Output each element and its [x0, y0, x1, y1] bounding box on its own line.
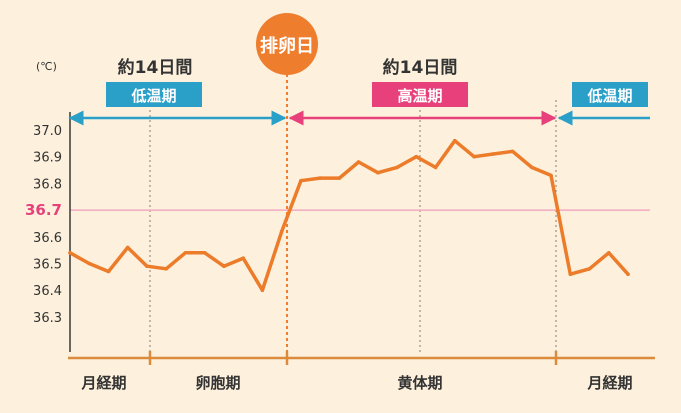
y-tick-label: 36.3: [33, 311, 62, 326]
y-tick-label: 36.9: [33, 151, 62, 166]
data-point: [241, 256, 245, 261]
data-point: [222, 264, 226, 269]
x-axis-phases: 月経期 卵胞期 黄体期 月経期: [68, 351, 655, 392]
phase-label-follicular: 卵胞期: [195, 374, 240, 392]
period-label-high: 高温期: [397, 87, 442, 105]
data-point: [318, 176, 322, 180]
period-duration-low: 約14日間: [118, 57, 193, 78]
phase-label-luteal: 黄体期: [397, 374, 442, 392]
data-point: [183, 251, 188, 255]
y-axis: 37.0 36.9 36.8 36.7 36.6 36.5 36.4 36.3: [25, 112, 71, 352]
period-badge-high: [372, 82, 468, 107]
data-point: [279, 229, 284, 234]
data-point: [376, 170, 380, 175]
data-point: [433, 165, 438, 170]
data-point: [106, 269, 111, 274]
data-point: [607, 251, 611, 255]
data-point: [510, 149, 515, 154]
data-point: [337, 176, 342, 180]
data-point: [356, 160, 361, 164]
phase-label-menstrual-2: 月経期: [586, 374, 632, 392]
temperature-line: [68, 138, 630, 292]
data-point: [530, 165, 534, 170]
data-point: [568, 272, 573, 277]
data-point: [549, 173, 553, 178]
y-tick-label: 36.7: [25, 201, 62, 219]
data-point: [202, 251, 207, 255]
y-tick-label: 36.5: [33, 258, 62, 273]
data-point: [414, 154, 419, 159]
phase-label-menstrual-1: 月経期: [80, 374, 126, 392]
data-point: [164, 267, 168, 271]
data-point: [453, 138, 457, 143]
data-point: [87, 261, 91, 266]
data-point: [626, 272, 630, 277]
data-point: [491, 152, 496, 156]
ovulation-label: 排卵日: [260, 35, 314, 57]
period-badge-low-2: [572, 82, 648, 107]
y-tick-label: 37.0: [33, 124, 62, 139]
data-point: [472, 154, 476, 159]
y-tick-label: 36.6: [33, 231, 62, 246]
period-badge-low-1: [106, 82, 202, 107]
data-point: [587, 267, 592, 271]
period-label-low-1: 低温期: [130, 87, 176, 105]
y-axis-unit: (℃): [36, 60, 57, 73]
data-point: [395, 165, 399, 170]
period-duration-high: 約14日間: [383, 57, 458, 78]
data-point: [68, 251, 72, 255]
y-tick-label: 36.8: [33, 177, 62, 192]
period-label-low-2: 低温期: [586, 87, 632, 105]
data-point: [125, 245, 130, 250]
ovulation-badge: [256, 13, 318, 75]
ovulation-marker: 排卵日: [256, 13, 318, 352]
data-point: [299, 178, 303, 183]
y-tick-label: 36.4: [33, 284, 62, 299]
temperature-periods: 約14日間 約14日間 低温期 高温期 低温期: [68, 57, 650, 126]
data-point: [260, 288, 265, 293]
data-point: [145, 264, 149, 269]
temperature-series: [68, 138, 630, 293]
gridlines: [70, 100, 650, 352]
